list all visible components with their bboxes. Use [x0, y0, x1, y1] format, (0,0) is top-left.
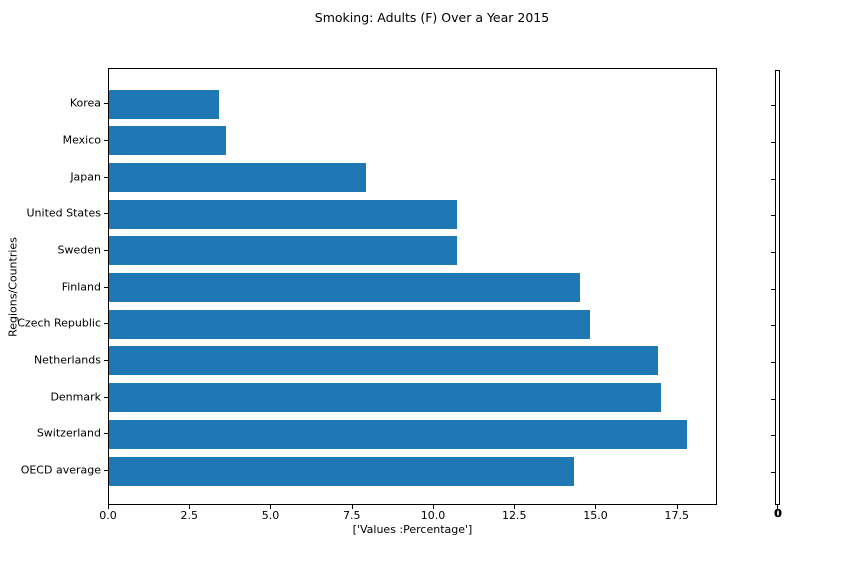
- bar-switzerland: [109, 419, 688, 449]
- bar-united-states: [109, 199, 457, 229]
- x-tick-label-12.5: 12.5: [501, 509, 527, 522]
- y-tick-label-korea: Korea: [69, 96, 101, 110]
- bar-finland: [109, 273, 581, 303]
- mini-axis-tick-mark: [771, 215, 775, 217]
- y-tick-mark: [104, 249, 108, 251]
- x-tick-mark: [351, 505, 353, 509]
- mini-axis-tick-label: 0: [774, 507, 782, 520]
- y-tick-mark: [104, 323, 108, 325]
- y-tick-mark: [104, 176, 108, 178]
- bar-japan: [109, 163, 366, 193]
- bar-netherlands: [109, 346, 659, 376]
- mini-axis-tick-mark: [771, 251, 775, 253]
- y-tick-label-sweden: Sweden: [57, 243, 101, 257]
- x-tick-label-0.0: 0.0: [99, 509, 117, 522]
- bar-korea: [109, 89, 220, 119]
- mini-axis-tick-mark: [771, 105, 775, 107]
- x-tick-label-5.0: 5.0: [261, 509, 280, 522]
- mini-axis-tick-mark: [771, 141, 775, 143]
- x-tick-mark: [676, 505, 678, 509]
- y-tick-mark: [104, 359, 108, 361]
- plot-area: [108, 68, 717, 505]
- mini-axis-tick-mark: [771, 178, 775, 180]
- secondary-mini-axis: [775, 70, 780, 505]
- mini-axis-tick-mark: [771, 288, 775, 290]
- mini-axis-tick-mark: [771, 472, 775, 473]
- x-tick-label-15.0: 15.0: [583, 509, 608, 522]
- y-tick-label-finland: Finland: [61, 280, 101, 294]
- x-axis-label: ['Values :Percentage']: [352, 523, 473, 536]
- y-tick-mark: [104, 103, 108, 105]
- mini-axis-tick-mark: [771, 398, 775, 400]
- x-tick-mark: [270, 505, 272, 509]
- y-tick-label-switzerland: Switzerland: [36, 426, 101, 440]
- bar-mexico: [109, 126, 226, 156]
- x-tick-mark: [514, 505, 516, 509]
- x-tick-mark: [189, 505, 191, 509]
- x-tick-label-2.5: 2.5: [180, 509, 198, 522]
- mini-axis-tick-mark: [771, 435, 775, 437]
- mini-axis-tick-mark: [771, 361, 775, 363]
- bar-denmark: [109, 383, 662, 413]
- bar-oecd-average: [109, 456, 574, 486]
- y-tick-mark: [104, 433, 108, 435]
- y-tick-mark: [104, 286, 108, 288]
- bar-czech-republic: [109, 309, 590, 339]
- mini-axis-x-tick: [777, 505, 778, 509]
- bar-sweden: [109, 236, 457, 266]
- y-tick-label-denmark: Denmark: [50, 390, 101, 404]
- x-tick-label-10.0: 10.0: [420, 509, 446, 522]
- chart-title: Smoking: Adults (F) Over a Year 2015: [314, 10, 550, 25]
- y-tick-label-netherlands: Netherlands: [33, 353, 101, 367]
- y-tick-label-czech-republic: Czech Republic: [17, 316, 101, 330]
- y-tick-label-united-states: United States: [26, 206, 102, 220]
- y-tick-mark: [104, 139, 108, 141]
- x-tick-mark: [432, 505, 434, 509]
- x-tick-mark: [108, 505, 109, 509]
- y-tick-label-japan: Japan: [70, 170, 101, 184]
- mini-axis-tick-mark: [771, 325, 775, 327]
- x-tick-label-17.5: 17.5: [664, 509, 689, 522]
- y-tick-mark: [104, 396, 108, 398]
- y-tick-mark: [104, 470, 108, 471]
- y-tick-label-mexico: Mexico: [62, 133, 101, 147]
- x-tick-mark: [595, 505, 597, 509]
- y-tick-label-oecd-average: OECD average: [20, 463, 101, 477]
- y-tick-mark: [104, 213, 108, 215]
- x-tick-label-7.5: 7.5: [342, 509, 361, 522]
